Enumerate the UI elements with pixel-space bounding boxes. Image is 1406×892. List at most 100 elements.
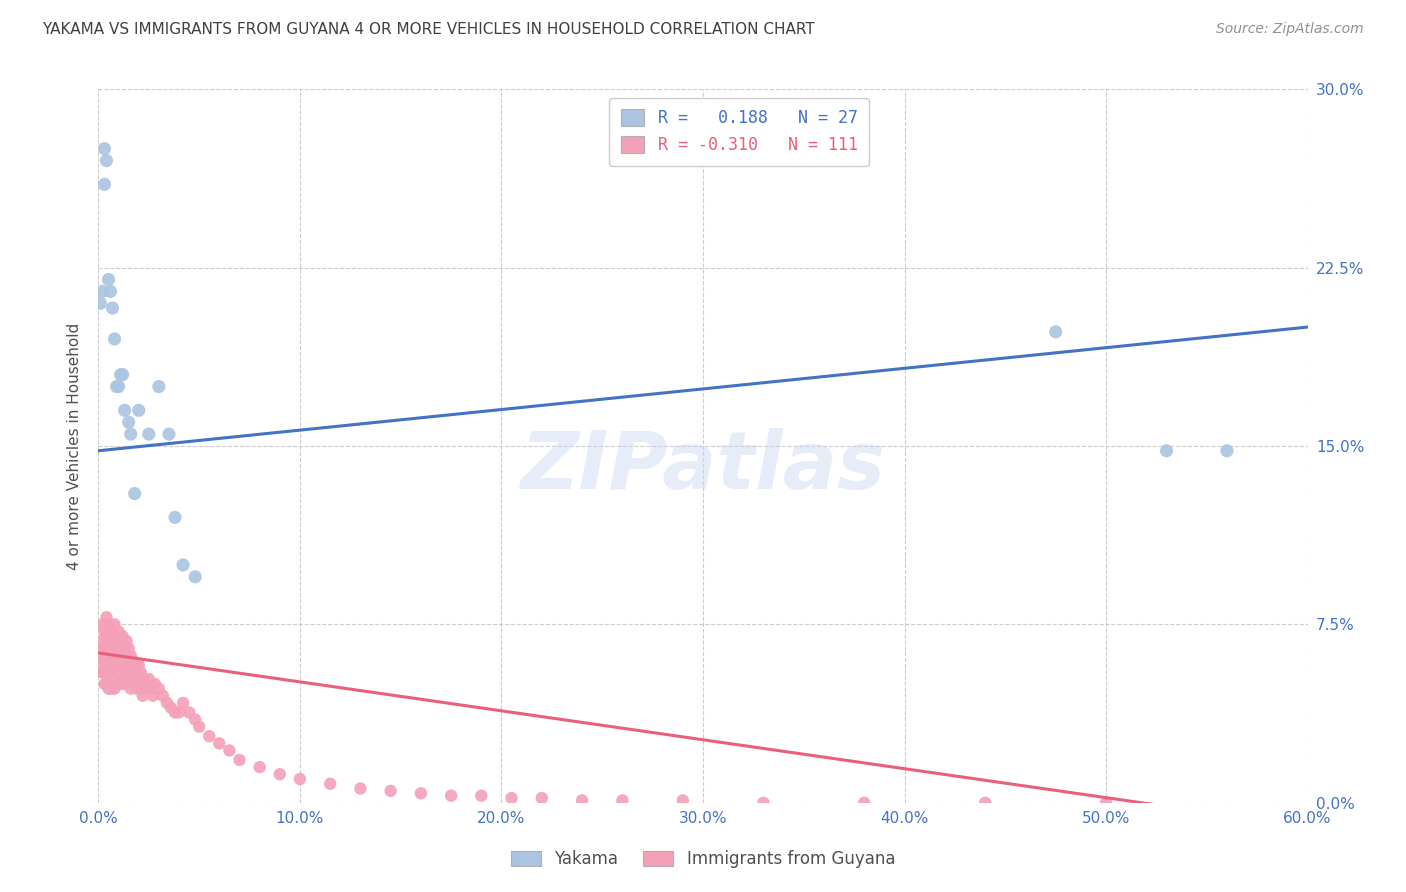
Point: [120, 665, 142, 679]
Legend: Yakama, Immigrants from Guyana: Yakama, Immigrants from Guyana: [505, 844, 901, 875]
Point: [93, 624, 115, 639]
Point: [110, 634, 132, 648]
Point: [100, 665, 122, 679]
Point: [121, 670, 143, 684]
Point: [111, 677, 134, 691]
Point: [97, 665, 120, 679]
Point: [163, 510, 186, 524]
Point: [96, 641, 118, 656]
Point: [97, 681, 120, 696]
Point: [93, 178, 115, 192]
Point: [111, 368, 134, 382]
Text: Source: ZipAtlas.com: Source: ZipAtlas.com: [1216, 22, 1364, 37]
Point: [1216, 443, 1239, 458]
Point: [103, 665, 125, 679]
Point: [409, 786, 432, 800]
Point: [97, 272, 120, 286]
Point: [138, 427, 160, 442]
Point: [1156, 443, 1178, 458]
Point: [107, 624, 129, 639]
Point: [89, 641, 111, 656]
Point: [110, 368, 132, 382]
Point: [184, 570, 207, 584]
Point: [103, 648, 125, 663]
Point: [129, 681, 152, 696]
Point: [139, 681, 162, 696]
Point: [101, 657, 124, 672]
Point: [184, 713, 207, 727]
Point: [118, 657, 141, 672]
Point: [93, 665, 115, 679]
Y-axis label: 4 or more Vehicles in Household: 4 or more Vehicles in Household: [67, 322, 83, 570]
Point: [103, 634, 125, 648]
Text: YAKAMA VS IMMIGRANTS FROM GUYANA 4 OR MORE VEHICLES IN HOUSEHOLD CORRELATION CHA: YAKAMA VS IMMIGRANTS FROM GUYANA 4 OR MO…: [42, 22, 815, 37]
Point: [100, 681, 122, 696]
Point: [120, 648, 142, 663]
Point: [101, 641, 124, 656]
Point: [93, 677, 115, 691]
Point: [96, 677, 118, 691]
Point: [100, 285, 122, 299]
Point: [124, 657, 146, 672]
Point: [101, 672, 124, 686]
Point: [121, 653, 143, 667]
Point: [128, 657, 150, 672]
Point: [156, 696, 179, 710]
Point: [752, 796, 775, 810]
Point: [1045, 325, 1067, 339]
Point: [89, 296, 111, 310]
Point: [853, 796, 876, 810]
Point: [249, 760, 271, 774]
Point: [118, 415, 141, 429]
Point: [179, 706, 201, 720]
Point: [163, 706, 186, 720]
Point: [470, 789, 492, 803]
Point: [129, 665, 152, 679]
Point: [100, 641, 122, 656]
Point: [107, 379, 129, 393]
Point: [124, 486, 146, 500]
Point: [1095, 796, 1118, 810]
Legend: R =   0.188   N = 27, R = -0.310   N = 111: R = 0.188 N = 27, R = -0.310 N = 111: [609, 97, 869, 166]
Point: [218, 743, 240, 757]
Point: [93, 653, 115, 667]
Point: [152, 689, 174, 703]
Point: [107, 641, 129, 656]
Point: [103, 617, 125, 632]
Point: [107, 657, 129, 672]
Point: [105, 629, 128, 643]
Point: [89, 665, 111, 679]
Point: [132, 689, 155, 703]
Point: [91, 653, 114, 667]
Point: [91, 634, 114, 648]
Point: [101, 629, 124, 643]
Point: [114, 657, 136, 672]
Point: [111, 629, 134, 643]
Point: [148, 681, 170, 696]
Point: [208, 736, 231, 750]
Point: [91, 617, 114, 632]
Point: [349, 781, 371, 796]
Point: [105, 648, 128, 663]
Point: [188, 720, 211, 734]
Point: [128, 677, 150, 691]
Point: [571, 793, 593, 807]
Point: [105, 665, 128, 679]
Point: [135, 681, 157, 696]
Point: [110, 665, 132, 679]
Point: [125, 681, 148, 696]
Point: [128, 403, 150, 417]
Point: [111, 660, 134, 674]
Point: [269, 767, 291, 781]
Point: [100, 624, 122, 639]
Point: [97, 634, 120, 648]
Point: [118, 641, 141, 656]
Point: [172, 558, 194, 572]
Point: [115, 665, 138, 679]
Point: [97, 648, 120, 663]
Point: [105, 379, 128, 393]
Point: [319, 777, 342, 791]
Point: [672, 793, 695, 807]
Point: [93, 641, 115, 656]
Point: [96, 629, 118, 643]
